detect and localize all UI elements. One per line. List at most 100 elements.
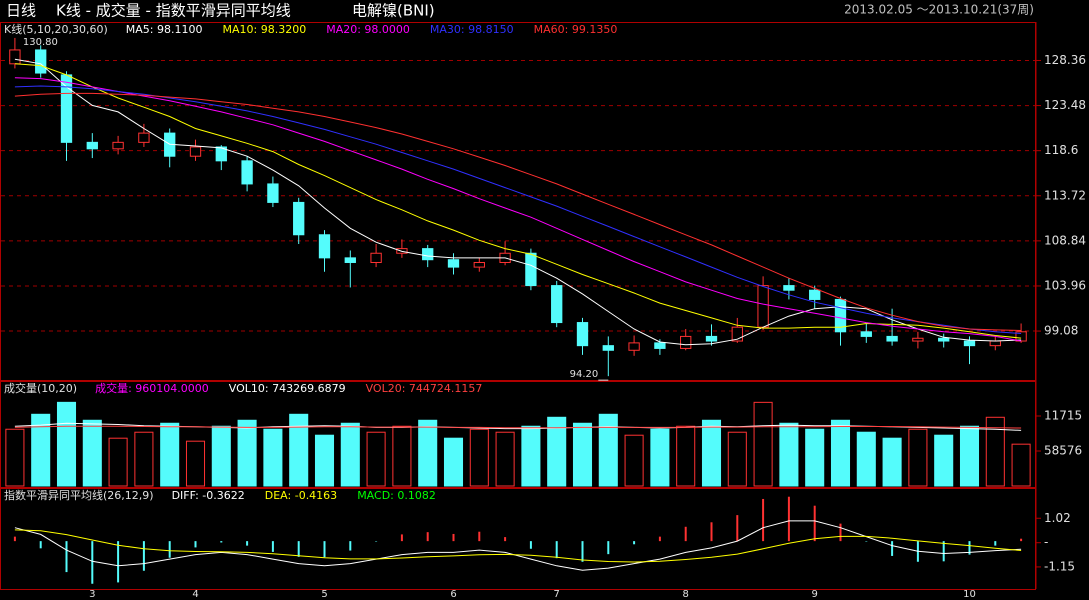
candle-body bbox=[912, 337, 924, 342]
candle-body bbox=[370, 252, 382, 263]
x-tick-label: 9 bbox=[812, 589, 818, 600]
volume-bar bbox=[521, 425, 541, 487]
volume-bar bbox=[934, 434, 954, 487]
candle-body bbox=[680, 335, 692, 349]
volume-bar bbox=[340, 422, 360, 487]
legend-entry: DIFF: -0.3622 bbox=[172, 489, 245, 502]
line-series bbox=[14, 529, 1022, 563]
volume-bar bbox=[676, 425, 696, 487]
line-series bbox=[14, 63, 1022, 339]
x-tick-label: 7 bbox=[554, 589, 560, 600]
candle-body bbox=[473, 261, 485, 268]
volume-bar bbox=[495, 431, 515, 487]
x-tick-label: 10 bbox=[963, 589, 976, 600]
legend-entry: MA5: 98.1100 bbox=[126, 23, 203, 36]
volume-bar bbox=[418, 419, 438, 487]
volume-bar bbox=[108, 437, 128, 487]
candle-body bbox=[138, 132, 150, 143]
date-range: 2013.02.05 ～2013.10.21(37周) bbox=[844, 3, 1034, 17]
candle-body bbox=[628, 342, 640, 351]
y-tick-label: -1.15 bbox=[1044, 559, 1075, 573]
volume-bar bbox=[314, 434, 335, 487]
panel-frame bbox=[0, 22, 1036, 381]
volume-bar bbox=[366, 431, 386, 487]
candle-body bbox=[783, 285, 795, 291]
volume-bar bbox=[830, 419, 851, 487]
y-tick-label: 128.36 bbox=[1044, 53, 1086, 67]
volume-bar bbox=[56, 401, 77, 487]
y-tick-label: 108.84 bbox=[1044, 233, 1086, 247]
x-tick-label: 5 bbox=[321, 589, 327, 600]
volume-bar bbox=[908, 428, 928, 487]
volume-bar bbox=[856, 431, 876, 487]
panel-frame bbox=[0, 488, 1036, 590]
candle-body bbox=[215, 146, 227, 162]
line-series bbox=[14, 58, 1022, 346]
y-tick-label: 1.02 bbox=[1044, 511, 1071, 525]
volume-bar bbox=[469, 428, 489, 487]
legend-title: K线(5,10,20,30,60) bbox=[4, 22, 108, 36]
volume-bar bbox=[547, 416, 567, 487]
candle-body bbox=[318, 234, 331, 259]
candle-body bbox=[731, 326, 743, 342]
volume-bar bbox=[650, 428, 670, 487]
volume-bar bbox=[443, 437, 464, 487]
volume-bar bbox=[598, 413, 618, 487]
volume-bar bbox=[211, 425, 231, 487]
candle-body bbox=[705, 335, 718, 342]
line-series bbox=[14, 92, 1022, 331]
legend-title: 成交量(10,20) bbox=[4, 381, 77, 395]
volume-bar bbox=[185, 440, 206, 487]
y-tick-label: 113.72 bbox=[1044, 188, 1086, 202]
candle-body bbox=[886, 335, 898, 342]
volume-bar bbox=[959, 425, 980, 487]
volume-bar bbox=[392, 425, 412, 487]
window-title: K线 - 成交量 - 指数平滑异同平均线 bbox=[56, 2, 291, 20]
volume-bar bbox=[805, 428, 825, 487]
x-tick-label: 8 bbox=[683, 589, 689, 600]
low-annotation: 94.20 bbox=[570, 369, 599, 380]
legend-entry: MA60: 99.1350 bbox=[534, 23, 618, 36]
line-series bbox=[14, 77, 1022, 342]
candle-body bbox=[938, 337, 950, 342]
volume-bar bbox=[82, 419, 102, 487]
x-tick-label: 4 bbox=[192, 589, 198, 600]
legend-entry: DEA: -0.4163 bbox=[265, 489, 337, 502]
legend-entry: MA20: 98.0000 bbox=[326, 23, 410, 36]
candle-body bbox=[112, 141, 124, 150]
volume-bar bbox=[779, 422, 799, 487]
legend-entry: VOL10: 743269.6879 bbox=[229, 382, 346, 395]
line-series bbox=[14, 425, 1022, 429]
line-series bbox=[14, 85, 1022, 334]
volume-bar bbox=[572, 422, 593, 487]
y-tick-label: 99.08 bbox=[1044, 324, 1078, 338]
candle-body bbox=[809, 289, 821, 300]
candle-body bbox=[447, 259, 460, 268]
y-tick-label: 123.48 bbox=[1044, 98, 1086, 112]
candle-body bbox=[963, 340, 976, 347]
volume-bar bbox=[753, 401, 773, 487]
volume-bar bbox=[624, 434, 644, 487]
volume-bar bbox=[31, 413, 51, 487]
candle-body bbox=[1015, 331, 1027, 342]
volume-bar bbox=[727, 431, 747, 487]
volume-bar bbox=[263, 428, 283, 487]
candle-body bbox=[189, 146, 202, 157]
candle-body bbox=[860, 331, 872, 337]
candle-body bbox=[241, 160, 253, 185]
candle-body bbox=[602, 345, 614, 351]
volume-bar bbox=[5, 428, 25, 487]
candle-body bbox=[834, 298, 847, 333]
candle-body bbox=[757, 285, 769, 328]
candle-body bbox=[654, 342, 666, 349]
line-series bbox=[14, 520, 1022, 571]
candle-body bbox=[86, 141, 98, 150]
legend-entry: VOL20: 744724.1157 bbox=[366, 382, 483, 395]
y-tick-label: - bbox=[1044, 535, 1048, 549]
y-tick-label: 11715 bbox=[1044, 408, 1082, 422]
legend-entry: MA10: 98.3200 bbox=[223, 23, 307, 36]
candle-body bbox=[267, 183, 279, 203]
volume-bar bbox=[882, 437, 902, 487]
instrument: 电解镍(BNI) bbox=[352, 2, 435, 20]
x-tick-label: 3 bbox=[89, 589, 95, 600]
